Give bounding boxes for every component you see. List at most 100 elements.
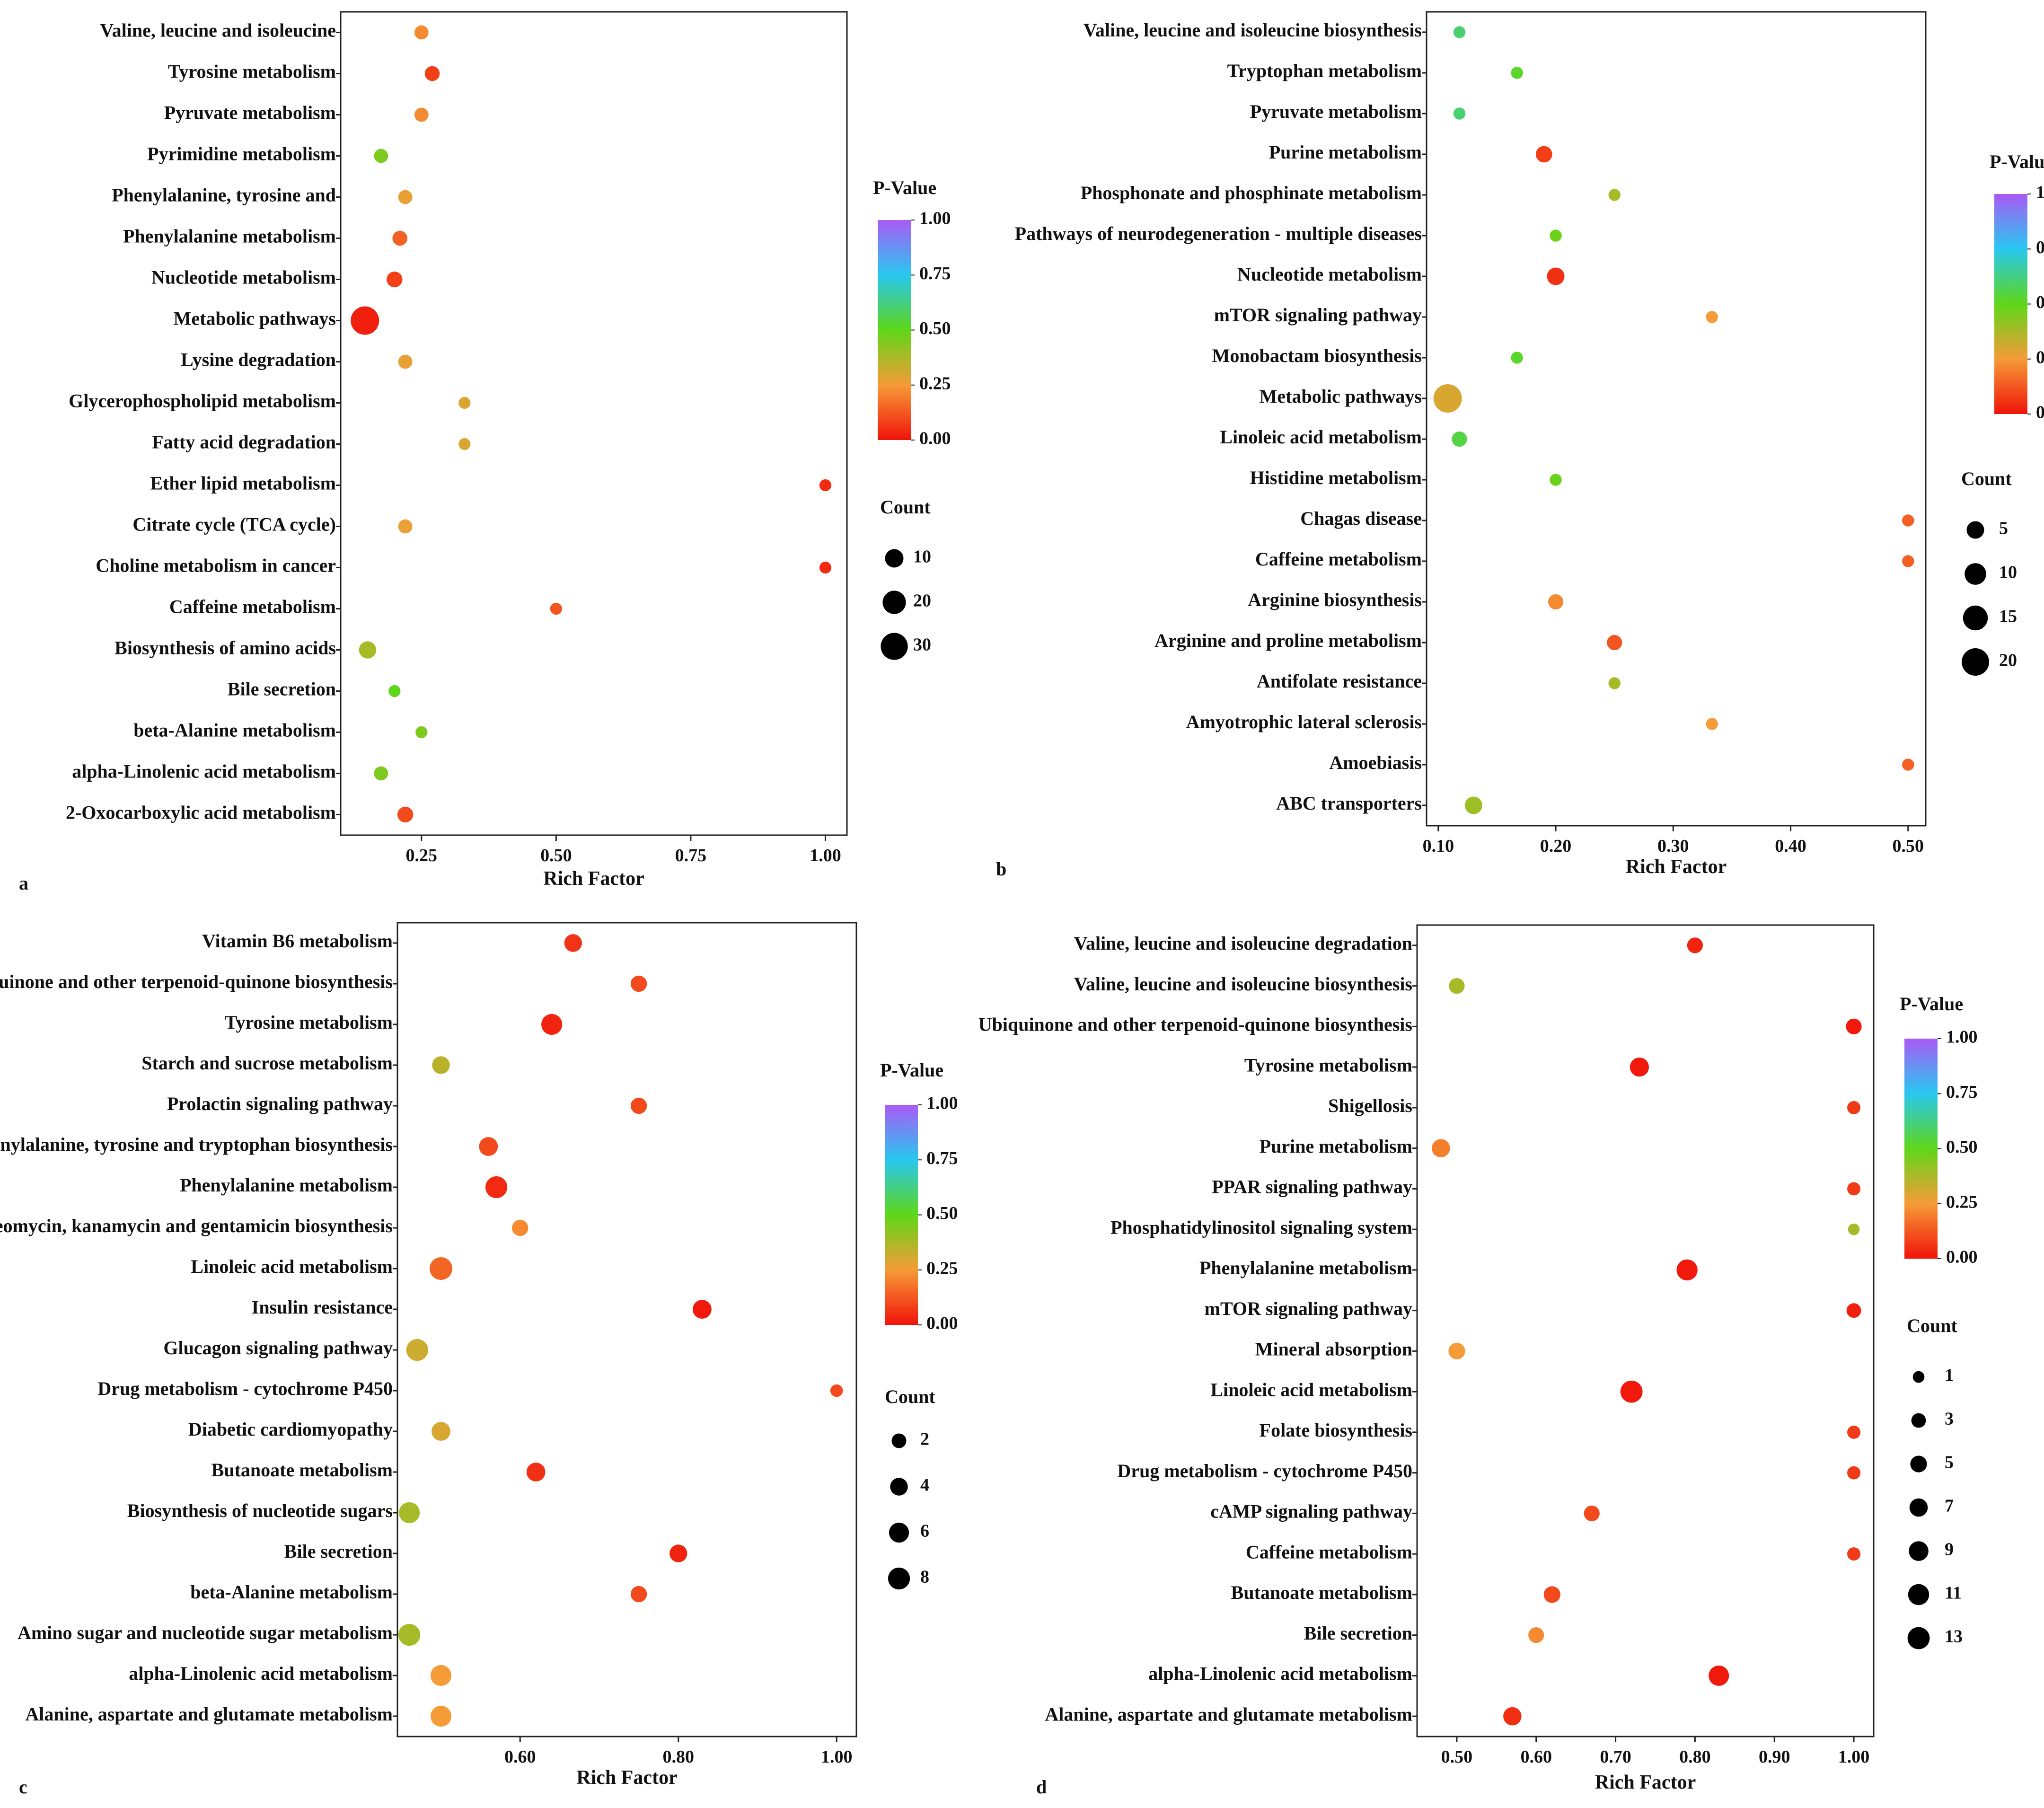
count-legend-title: Count xyxy=(880,496,931,518)
point-biosynthesis-of-nucleotide-sugars xyxy=(398,1502,420,1524)
x-tick-label: 0.75 xyxy=(675,846,707,865)
x-tick-label: 0.50 xyxy=(1441,1747,1473,1767)
point-glucagon-signaling-pathway xyxy=(406,1339,428,1361)
colorbar-tick-label: 0.50 xyxy=(919,318,951,338)
colorbar-tick-label: 0.75 xyxy=(926,1148,958,1168)
x-tick-label: 0.10 xyxy=(1423,836,1454,856)
term-label-lysine-degradation: Lysine degradation xyxy=(181,349,336,370)
term-label-amyotrophic-lateral-sclerosis: Amyotrophic lateral sclerosis xyxy=(1186,711,1422,732)
term-label-nucleotide-metabolism: Nucleotide metabolism xyxy=(151,267,336,288)
pvalue-legend-title: P-Value xyxy=(1900,993,1963,1014)
point-phosphonate-and-phosphinate-metabolism xyxy=(1608,189,1621,201)
point-linoleic-acid-metabolism xyxy=(1620,1380,1643,1403)
term-label-glycerophospholipid-metabolism: Glycerophospholipid metabolism xyxy=(69,390,336,412)
term-label-linoleic-acid-metabolism: Linoleic acid metabolism xyxy=(1220,426,1422,448)
colorbar-tick-label: 1.00 xyxy=(919,209,951,229)
count-legend-label: 4 xyxy=(920,1475,929,1495)
x-tick-label: 1.00 xyxy=(821,1747,853,1767)
point-nucleotide-metabolism xyxy=(387,271,403,288)
panel-b: Valine, leucine and isoleucine biosynthe… xyxy=(996,11,2044,880)
pvalue-colorbar xyxy=(1904,1039,1938,1259)
term-label-alpha-linolenic-acid-metabolism: alpha-Linolenic acid metabolism xyxy=(129,1663,393,1684)
x-tick-label: 0.80 xyxy=(662,1747,694,1767)
term-label-biosynthesis-of-amino-acids: Biosynthesis of amino acids xyxy=(115,637,336,659)
count-legend-dot xyxy=(889,1522,909,1543)
point-lysine-degradation xyxy=(398,354,413,369)
point-alpha-linolenic-acid-metabolism xyxy=(430,1665,452,1686)
point-arginine-biosynthesis xyxy=(1548,594,1564,610)
colorbar-tick-label: 0.00 xyxy=(2036,403,2044,423)
point-phenylalanine-metabolism xyxy=(485,1176,508,1199)
point-pyrimidine-metabolism xyxy=(374,149,388,163)
point-tyrosine-metabolism xyxy=(424,66,440,81)
point-valine-leucine-and-isoleucine-biosynthesis xyxy=(1453,26,1466,38)
term-label-glucagon-signaling-pathway: Glucagon signaling pathway xyxy=(163,1337,393,1358)
colorbar-tick-label: 0.25 xyxy=(926,1258,958,1278)
count-legend-title: Count xyxy=(885,1386,935,1407)
pvalue-legend-title: P-Value xyxy=(873,177,936,198)
pvalue-colorbar xyxy=(1994,194,2027,414)
plot-frame xyxy=(1426,11,1927,827)
term-label-bile-secretion: Bile secretion xyxy=(284,1541,393,1562)
point-alpha-linolenic-acid-metabolism xyxy=(1709,1665,1729,1686)
term-label-ppar-signaling-pathway: PPAR signaling pathway xyxy=(1212,1176,1412,1198)
colorbar-tick-label: 0.50 xyxy=(926,1203,958,1223)
count-legend-dot xyxy=(1909,1541,1929,1561)
term-label-insulin-resistance: Insulin resistance xyxy=(252,1296,393,1318)
term-label-phenylalanine-metabolism: Phenylalanine metabolism xyxy=(180,1174,393,1196)
point-abc-transporters xyxy=(1464,796,1482,814)
point-vitamin-b6-metabolism xyxy=(564,934,582,952)
point-neomycin-kanamycin-and-gentamicin-biosynthesis xyxy=(512,1219,529,1236)
colorbar-tick-label: 0.50 xyxy=(2036,292,2044,312)
point-bile-secretion xyxy=(1528,1627,1544,1643)
count-legend-label: 5 xyxy=(1945,1453,1954,1473)
term-label-fatty-acid-degradation: Fatty acid degradation xyxy=(152,432,336,453)
count-legend-dot xyxy=(891,1433,907,1448)
term-label-vitamin-b6-metabolism: Vitamin B6 metabolism xyxy=(202,930,393,952)
point-ubiquinone-and-other-terpenoid-quinone-biosynthesis xyxy=(1846,1018,1862,1034)
count-legend-label: 10 xyxy=(913,547,931,567)
x-tick-label: 0.25 xyxy=(405,846,437,865)
count-legend-dot xyxy=(881,633,908,660)
point-beta-alanine-metabolism xyxy=(630,1586,647,1603)
panel-label: b xyxy=(996,858,1006,880)
colorbar-tick-label: 0.00 xyxy=(926,1314,958,1333)
term-label-alanine-aspartate-and-glutamate-metabolism: Alanine, aspartate and glutamate metabol… xyxy=(1045,1703,1412,1725)
term-label-alpha-linolenic-acid-metabolism: alpha-Linolenic acid metabolism xyxy=(1148,1663,1412,1685)
term-label-phenylalanine-metabolism: Phenylalanine metabolism xyxy=(1199,1257,1412,1279)
x-tick-label: 0.80 xyxy=(1679,1747,1711,1767)
term-label-phenylalanine-tyrosine-and-tryptophan-biosynthesis: Phenylalanine, tyrosine and tryptophan b… xyxy=(0,1134,393,1155)
point-phosphatidylinositol-signaling-system xyxy=(1848,1223,1860,1235)
point-citrate-cycle-tca-cycle xyxy=(398,519,413,534)
pvalue-legend-title: P-Value xyxy=(880,1059,943,1081)
count-legend-label: 30 xyxy=(913,635,931,655)
term-label-phosphonate-and-phosphinate-metabolism: Phosphonate and phosphinate metabolism xyxy=(1081,182,1422,203)
point-arginine-and-proline-metabolism xyxy=(1607,635,1622,651)
count-legend-label: 7 xyxy=(1945,1496,1954,1516)
point-mtor-signaling-pathway xyxy=(1706,311,1718,323)
point-ppar-signaling-pathway xyxy=(1847,1182,1861,1196)
count-legend-dot xyxy=(1962,648,1989,676)
colorbar-tick-label: 0.00 xyxy=(1946,1247,1978,1267)
point-drug-metabolism-cytochrome-p450 xyxy=(830,1384,843,1397)
count-legend-dot xyxy=(1911,1413,1926,1428)
term-label-monobactam-biosynthesis: Monobactam biosynthesis xyxy=(1212,345,1422,366)
count-legend-dot xyxy=(1909,1498,1928,1517)
term-label-caffeine-metabolism: Caffeine metabolism xyxy=(1255,548,1422,570)
count-legend-label: 11 xyxy=(1945,1583,1962,1603)
x-tick-label: 0.60 xyxy=(1520,1747,1552,1767)
point-phenylalanine-metabolism xyxy=(1676,1259,1698,1281)
term-label-phosphatidylinositol-signaling-system: Phosphatidylinositol signaling system xyxy=(1110,1217,1412,1238)
point-ether-lipid-metabolism xyxy=(819,479,832,492)
x-tick-label: 1.00 xyxy=(1838,1747,1870,1767)
colorbar-tick-label: 0.25 xyxy=(919,373,951,393)
colorbar-tick-label: 0.75 xyxy=(1946,1082,1978,1102)
point-pyruvate-metabolism xyxy=(414,107,429,122)
point-camp-signaling-pathway xyxy=(1584,1505,1600,1521)
term-label-phenylalanine-tyrosine-and: Phenylalanine, tyrosine and xyxy=(112,185,336,206)
pvalue-colorbar xyxy=(878,220,911,440)
term-label-metabolic-pathways: Metabolic pathways xyxy=(174,308,336,329)
count-legend-label: 8 xyxy=(920,1567,929,1587)
count-legend-dot xyxy=(890,1478,908,1496)
term-label-biosynthesis-of-nucleotide-sugars: Biosynthesis of nucleotide sugars xyxy=(127,1500,393,1521)
